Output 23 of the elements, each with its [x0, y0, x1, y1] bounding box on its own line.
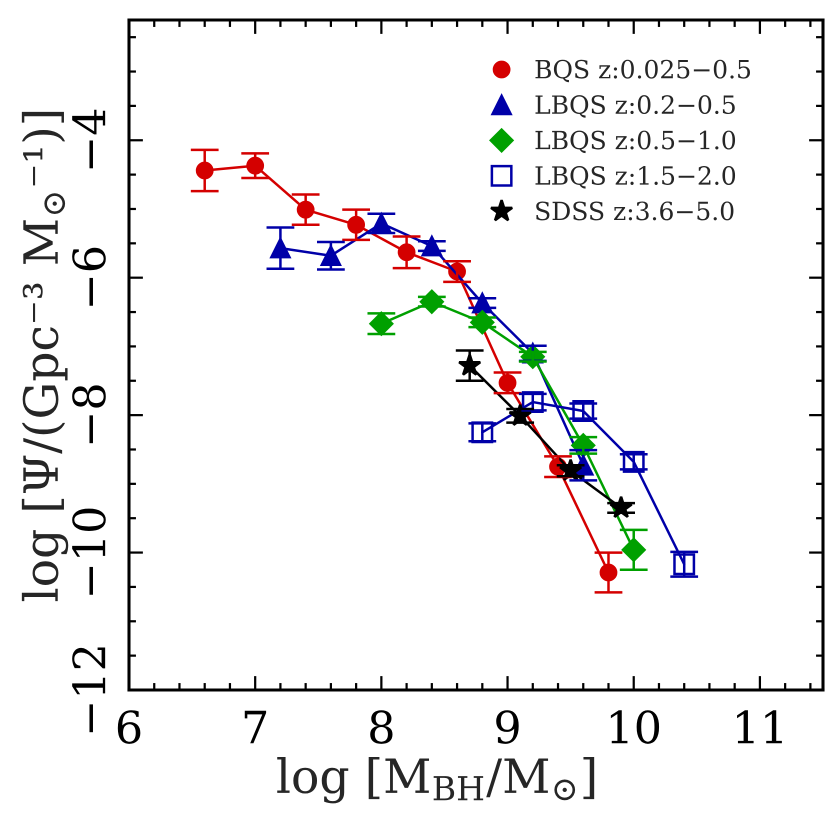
y-tick-label: −6 [72, 248, 106, 306]
x-tick-label: 8 [370, 710, 393, 744]
x-axis-title: log [M$_{BH}$/M$_{⊙}$] [277, 757, 594, 804]
x-tick-label: 9 [496, 710, 519, 744]
point [572, 400, 594, 422]
y-tick-label: −10 [72, 508, 106, 595]
x-tick-label: 10 [610, 710, 660, 744]
y-tick-label: −4 [72, 110, 106, 168]
x-tick-label: 7 [244, 710, 266, 744]
legend-label: BQS z:0.025−0.5 [535, 60, 750, 82]
x-tick-label: 6 [118, 710, 140, 744]
legend-label: LBQS z:0.2−0.5 [535, 95, 735, 118]
point [471, 421, 494, 444]
y-tick-label: −8 [72, 385, 106, 444]
point [522, 391, 544, 414]
legend-label: LBQS z:0.5−1.0 [535, 130, 736, 154]
y-tick-label: −12 [72, 647, 106, 732]
legend-label: SDSS z:3.6−5.0 [536, 201, 734, 220]
x-tick-label: 11 [737, 710, 782, 744]
point [673, 553, 696, 576]
legend-label: LBQS z:1.5−2.0 [535, 166, 736, 189]
y-axis-title: log [Ψ/(Gpc⁻³ M$_{⊙}$⁻¹)] [22, 112, 68, 602]
point [622, 450, 645, 473]
